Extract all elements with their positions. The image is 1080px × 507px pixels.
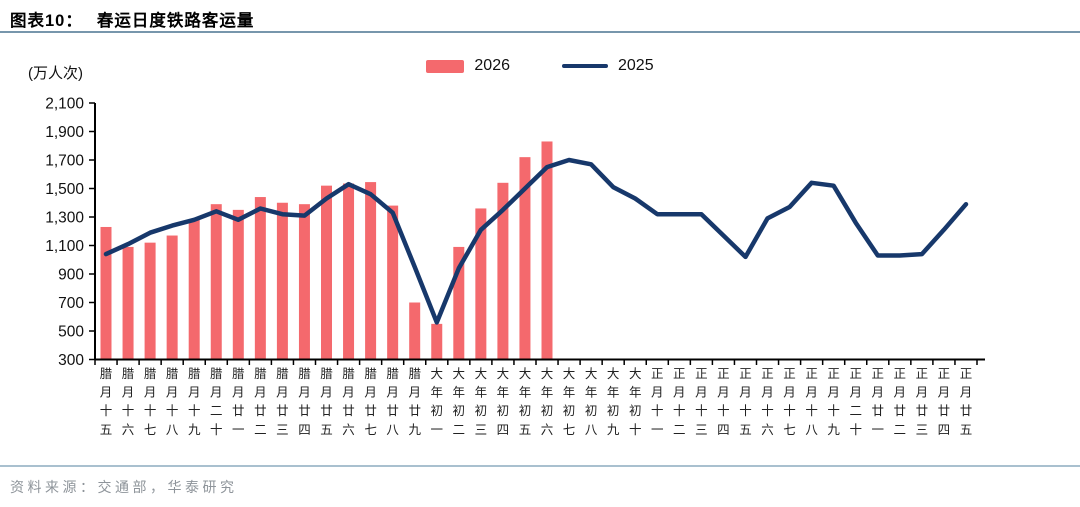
line-2025	[103, 157, 969, 325]
x-category-label: 正月十四	[717, 367, 730, 437]
x-category-label: 腊月廿八	[386, 367, 399, 437]
x-category-label: 正月廿五	[960, 367, 973, 437]
x-category-label: 大年初一	[430, 367, 443, 437]
x-category-label: 大年初九	[607, 367, 620, 437]
bar	[365, 182, 377, 360]
x-axis-labels: 腊月十五腊月十六腊月十七腊月十八腊月十九腊月二十腊月廿一腊月廿二腊月廿三腊月廿四…	[100, 367, 972, 437]
x-category-label: 大年初十	[629, 367, 642, 437]
bar	[453, 246, 465, 360]
bar	[100, 226, 112, 360]
y-tick-label: 1,900	[45, 124, 84, 141]
x-category-label: 腊月廿五	[320, 367, 333, 437]
figure-number: 图表10：	[10, 12, 83, 30]
x-category-label: 正月十六	[761, 367, 774, 437]
y-tick-label: 900	[58, 267, 84, 284]
x-category-label: 腊月廿六	[342, 367, 355, 437]
bar	[254, 197, 266, 360]
bar	[519, 157, 531, 360]
x-category-label: 腊月廿七	[364, 367, 377, 437]
x-category-label: 腊月廿四	[298, 367, 311, 437]
x-category-label: 腊月廿三	[276, 367, 289, 437]
x-category-label: 正月十二	[673, 367, 686, 437]
x-category-label: 大年初五	[519, 367, 532, 437]
bar	[387, 205, 399, 360]
source-note: 资料来源：交通部，华泰研究	[10, 481, 238, 496]
bars-2026	[100, 141, 553, 360]
x-category-label: 大年初六	[541, 367, 554, 437]
y-tick-label: 1,100	[45, 238, 84, 255]
bar	[188, 219, 200, 360]
x-category-label: 腊月二十	[210, 367, 223, 437]
bar	[497, 182, 509, 360]
x-category-label: 大年初三	[475, 367, 488, 437]
legend-label-2026: 2026	[474, 57, 510, 74]
x-category-label: 大年初四	[497, 367, 510, 437]
y-tick-label: 1,500	[45, 181, 84, 198]
legend-label-2025: 2025	[618, 57, 654, 74]
x-category-label: 正月十九	[827, 367, 840, 437]
bar	[475, 208, 487, 360]
y-tick-label: 1,700	[45, 153, 84, 170]
figure-title: 春运日度铁路客运量	[96, 12, 255, 30]
axes	[94, 103, 985, 361]
footer-divider	[0, 465, 1080, 467]
y-tick-label: 300	[58, 352, 84, 369]
x-category-label: 大年初八	[585, 367, 598, 437]
x-axis-ticks	[94, 359, 978, 365]
x-category-label: 腊月廿一	[232, 367, 245, 437]
title-divider	[0, 31, 1080, 33]
x-category-label: 正月十七	[783, 367, 796, 437]
bar	[343, 183, 355, 360]
bar	[298, 204, 310, 360]
bar	[541, 141, 553, 360]
x-category-label: 腊月廿二	[254, 367, 267, 437]
bar	[431, 323, 443, 360]
x-category-label: 腊月十六	[122, 367, 135, 437]
bar	[276, 202, 288, 360]
bar	[210, 204, 222, 360]
x-category-label: 正月廿三	[916, 367, 929, 437]
chart-canvas: 300 500 700 900 1,100 1,300 1,500 1,700 1,900 2,1…	[45, 96, 985, 437]
bar	[409, 302, 421, 360]
y-tick-label: 1,300	[45, 210, 84, 227]
x-category-label: 正月廿二	[894, 367, 907, 437]
bar	[166, 235, 178, 360]
legend-swatch-2025	[562, 63, 608, 69]
x-category-label: 大年初七	[563, 367, 576, 437]
bar	[144, 242, 156, 360]
y-axis-ticks: 300 500 700 900 1,100 1,300 1,500 1,700 1,900 2,1…	[45, 96, 95, 369]
bar	[232, 209, 244, 360]
x-category-label: 正月十三	[695, 367, 708, 437]
x-category-label: 正月十一	[651, 367, 664, 437]
y-axis-unit-label: (万人次)	[28, 65, 83, 82]
x-category-label: 正月十八	[805, 367, 818, 437]
bar	[321, 185, 332, 360]
x-category-label: 腊月十五	[100, 367, 113, 437]
x-category-label: 腊月十八	[166, 367, 179, 437]
bar	[122, 246, 134, 360]
x-category-label: 正月十五	[739, 367, 752, 437]
y-tick-label: 700	[58, 295, 84, 312]
y-tick-label: 500	[58, 324, 84, 341]
legend-item-2025: 2025	[562, 57, 654, 75]
legend-swatch-2026	[426, 59, 465, 73]
x-category-label: 腊月十九	[188, 367, 201, 437]
y-tick-label: 2,100	[45, 96, 84, 113]
page-title: 图表10： 春运日度铁路客运量	[10, 7, 254, 31]
legend-item-2026: 2026	[426, 57, 510, 75]
chart-legend: 2026 2025	[0, 57, 1080, 75]
x-category-label: 腊月廿九	[408, 367, 421, 437]
x-category-label: 大年初二	[453, 367, 466, 437]
x-category-label: 正月廿四	[938, 367, 951, 437]
x-category-label: 正月二十	[849, 367, 862, 437]
x-category-label: 腊月十七	[144, 367, 157, 437]
x-category-label: 正月廿一	[871, 367, 884, 437]
